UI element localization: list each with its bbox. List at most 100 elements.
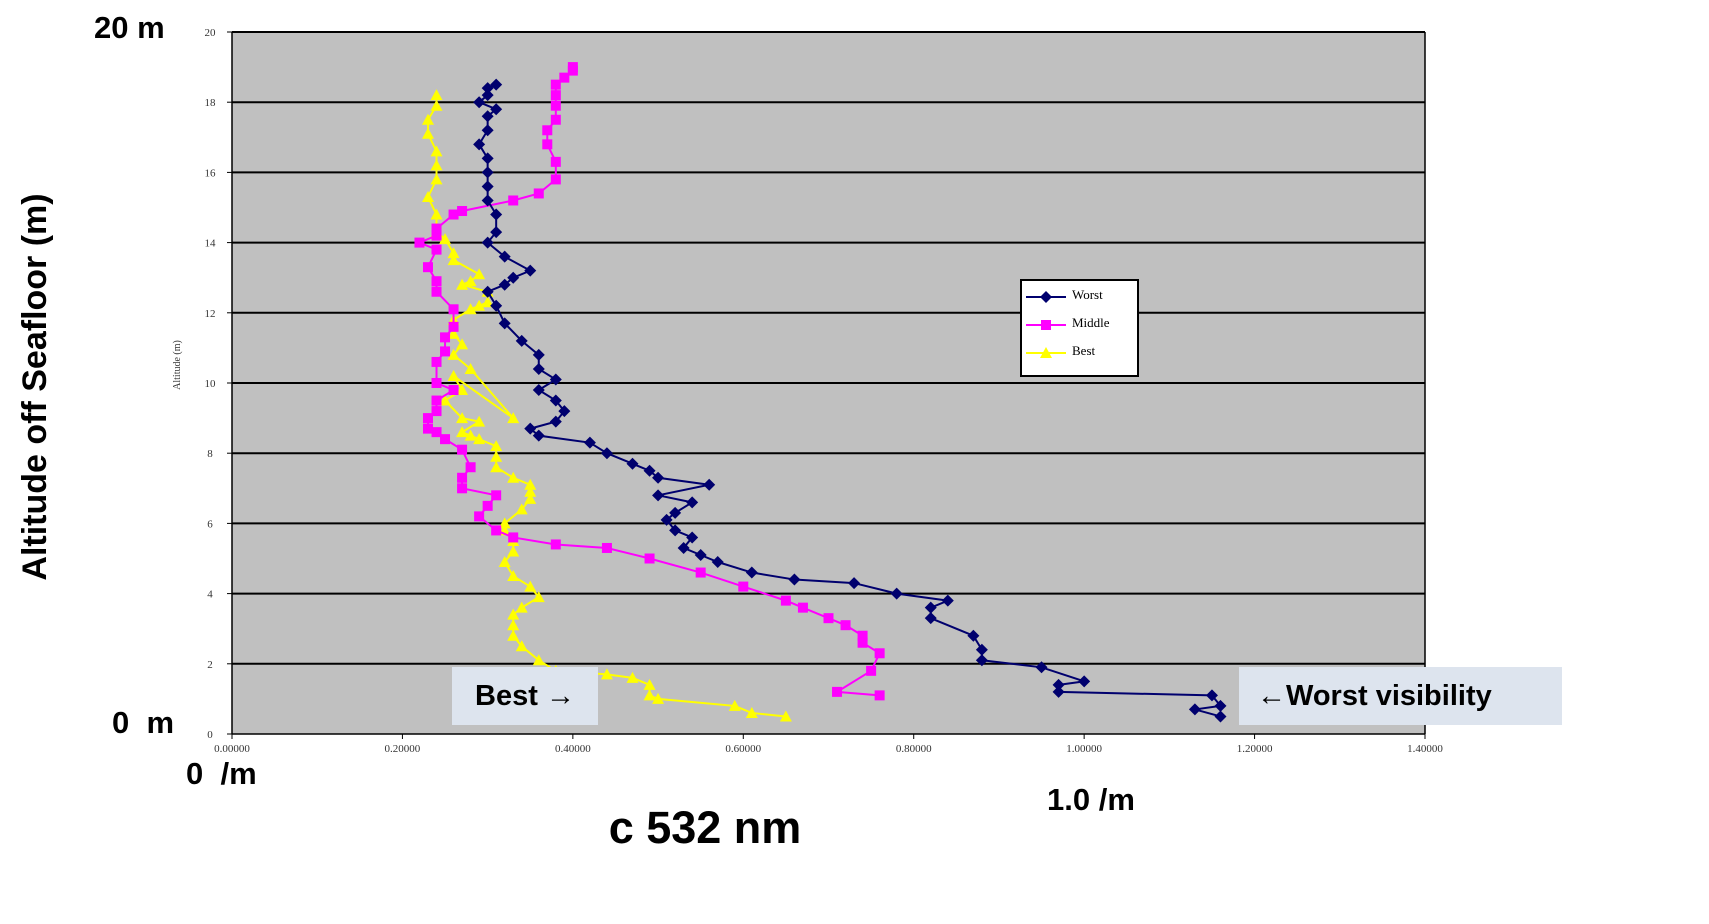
- data-point: [711, 556, 724, 569]
- data-point: [490, 440, 503, 452]
- legend-item-middle: Middle: [1026, 315, 1110, 330]
- data-point: [1041, 320, 1051, 330]
- x-left-label: 0 /m: [186, 756, 257, 791]
- y-tick-label: 16: [205, 167, 217, 179]
- data-point: [490, 208, 503, 221]
- data-point: [542, 139, 553, 150]
- data-point: [780, 595, 791, 606]
- data-point: [643, 464, 656, 477]
- data-point: [626, 457, 639, 470]
- data-point: [823, 613, 834, 624]
- data-point: [481, 166, 494, 179]
- data-point: [652, 489, 665, 502]
- data-point: [422, 423, 433, 434]
- data-point: [975, 654, 988, 667]
- y-tick-label: 0: [207, 729, 213, 741]
- data-point: [533, 188, 544, 199]
- data-point: [600, 447, 613, 460]
- data-point: [481, 89, 494, 102]
- legend-label: Worst: [1072, 287, 1103, 302]
- data-point: [447, 254, 460, 266]
- data-point: [532, 362, 545, 375]
- data-point: [464, 303, 477, 315]
- x-tick-label: 0.40000: [555, 743, 591, 755]
- data-point: [524, 264, 537, 277]
- data-point: [550, 90, 561, 101]
- data-point: [643, 678, 656, 690]
- data-point: [439, 233, 452, 245]
- data-point: [507, 412, 520, 424]
- data-point: [550, 156, 561, 167]
- data-point: [1205, 689, 1218, 702]
- data-point: [464, 429, 477, 441]
- data-point: [431, 378, 442, 388]
- data-point: [694, 548, 707, 561]
- data-point: [490, 103, 503, 116]
- data-point: [924, 612, 937, 625]
- axis-ticks: 0 2 4 6 8 10 12 14 16 18 20 0.00000 0.20000 0.40000 0.…: [205, 27, 1444, 755]
- data-point: [779, 710, 792, 722]
- data-point: [1214, 710, 1227, 723]
- data-point: [481, 296, 494, 308]
- data-point: [474, 511, 485, 522]
- y-tick-label: 10: [205, 378, 217, 390]
- data-point: [745, 706, 758, 718]
- data-point: [967, 629, 980, 642]
- data-point: [542, 125, 553, 136]
- data-point: [728, 699, 741, 711]
- data-point: [558, 405, 571, 418]
- data-point: [431, 223, 442, 234]
- legend-item-best: Best: [1026, 343, 1096, 358]
- x-right-label: 1.0 /m: [1047, 782, 1135, 817]
- data-point: [559, 72, 570, 83]
- data-point: [447, 348, 460, 360]
- data-point: [473, 138, 486, 151]
- data-point: [507, 271, 520, 284]
- data-point: [549, 415, 562, 428]
- data-point: [507, 570, 520, 582]
- worst-visibility-annotation: ←Worst visibility: [1239, 667, 1562, 725]
- worst-annotation-text: ←Worst visibility: [1257, 679, 1492, 712]
- data-point: [464, 275, 477, 287]
- data-point: [481, 110, 494, 123]
- data-point: [686, 531, 699, 544]
- data-point: [440, 332, 451, 343]
- data-point: [431, 230, 442, 241]
- data-point: [498, 556, 511, 568]
- data-point: [421, 113, 434, 125]
- data-point: [524, 492, 537, 504]
- data-point: [840, 620, 851, 631]
- data-point: [660, 513, 673, 526]
- data-point: [857, 637, 868, 648]
- data-point: [448, 385, 459, 396]
- x-tick-label: 0.00000: [214, 743, 250, 755]
- data-point: [524, 478, 537, 490]
- data-point: [456, 384, 469, 396]
- data-point: [550, 79, 561, 90]
- y-bottom-label: 0 m: [112, 705, 174, 740]
- data-point: [447, 327, 460, 339]
- data-point: [507, 629, 520, 641]
- data-point: [924, 601, 937, 614]
- x-tick-label: 1.20000: [1237, 743, 1273, 755]
- data-point: [1188, 703, 1201, 716]
- data-point: [498, 278, 511, 291]
- data-point: [874, 690, 885, 701]
- data-point: [431, 427, 442, 438]
- data-point: [1035, 661, 1048, 674]
- data-point: [866, 665, 877, 676]
- data-point: [431, 406, 442, 417]
- data-point: [430, 145, 443, 157]
- data-point: [447, 369, 460, 381]
- data-point: [457, 472, 468, 483]
- data-point: [745, 566, 758, 579]
- data-point: [414, 237, 425, 248]
- data-point: [550, 114, 561, 125]
- data-point: [481, 82, 494, 95]
- data-point: [601, 542, 612, 553]
- best-annotation-text: Best →: [475, 679, 575, 712]
- y-tick-label: 8: [207, 448, 213, 460]
- data-point: [515, 640, 528, 652]
- data-point: [532, 348, 545, 361]
- data-point: [524, 580, 537, 592]
